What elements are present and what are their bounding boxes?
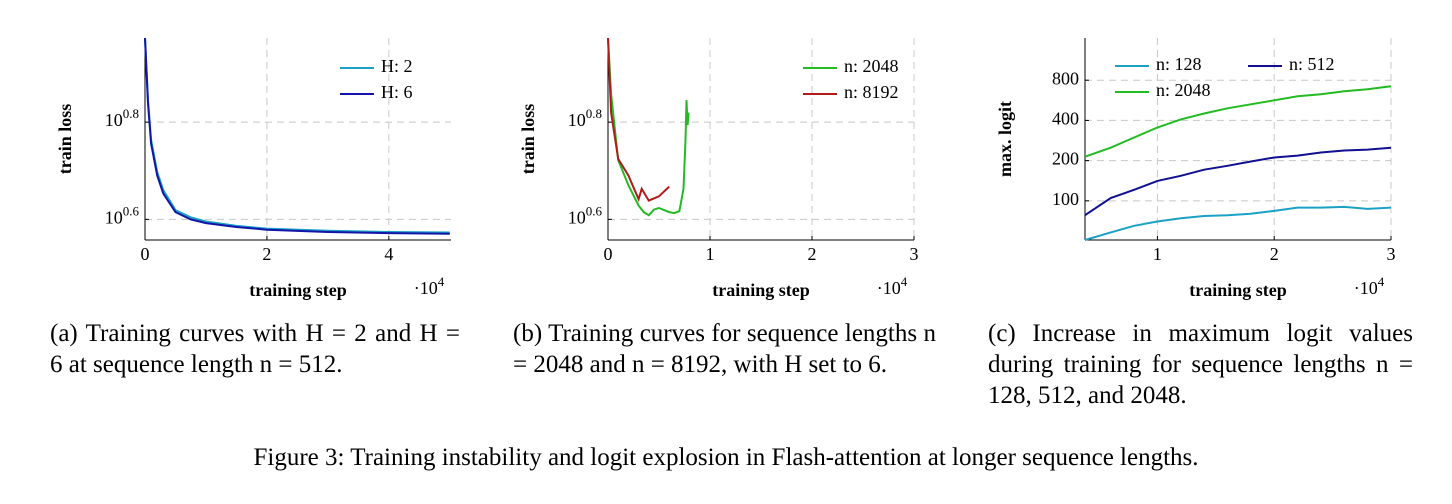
x-tick-label: 1 (706, 244, 715, 264)
y-tick-label: 100.6 (568, 203, 603, 227)
legend-label: H: 2 (381, 56, 413, 76)
legend-label: n: 128 (1156, 54, 1202, 74)
y-axis-label: train loss (55, 104, 75, 175)
y-tick-label: 100.8 (105, 106, 139, 130)
x-tick-label: 2 (1270, 244, 1279, 264)
y-axis-label: max. logit (995, 101, 1015, 177)
legend-label: n: 2048 (844, 56, 899, 76)
data-line (607, 37, 670, 203)
x-tick-label: 0 (141, 244, 150, 264)
y-tick-label: 100.6 (105, 203, 140, 227)
y-tick-label: 800 (1052, 68, 1079, 88)
legend-label: H: 6 (381, 82, 413, 102)
data-line (1084, 85, 1392, 158)
legend-label: n: 8192 (844, 82, 899, 102)
x-tick-label: 4 (384, 244, 393, 264)
x-tick-label: 1 (1153, 244, 1162, 264)
x-multiplier: ·104 (1354, 274, 1385, 298)
x-tick-label: 2 (262, 244, 271, 264)
y-tick-label: 400 (1052, 109, 1079, 129)
legend-label: n: 512 (1289, 54, 1335, 74)
x-tick-label: 0 (604, 244, 613, 264)
charts: 0 2 4 100.6 100.8 training step ·104 train loss… (55, 37, 1396, 300)
caption: (c) Increase in maximum logit values dur… (988, 320, 1413, 409)
x-multiplier: ·104 (414, 274, 445, 298)
data-line (607, 37, 690, 217)
x-axis-label: training step (712, 280, 810, 300)
y-tick-label: 200 (1052, 149, 1079, 169)
y-tick-label: 100 (1052, 189, 1079, 209)
caption: (b) Training curves for sequence lengths… (513, 320, 936, 378)
x-tick-label: 2 (808, 244, 817, 264)
y-tick-label: 100.8 (568, 106, 602, 130)
data-line (1084, 146, 1392, 217)
data-line (1084, 205, 1392, 241)
x-axis-label: training step (249, 280, 347, 300)
figure-caption: Figure 3: Training instability and logit… (253, 444, 1199, 471)
x-tick-label: 3 (910, 244, 919, 264)
legend-label: n: 2048 (1156, 80, 1211, 100)
caption: (a) Training curves with H = 2 and H = 6… (50, 320, 460, 378)
y-axis-label: train loss (518, 104, 538, 175)
x-tick-label: 3 (1387, 244, 1396, 264)
data-line (144, 37, 450, 235)
x-axis-label: training step (1189, 280, 1287, 300)
x-multiplier: ·104 (877, 274, 908, 298)
